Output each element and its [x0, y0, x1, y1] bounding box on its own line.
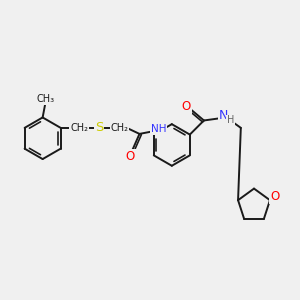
- Text: CH₂: CH₂: [70, 123, 88, 133]
- Text: S: S: [95, 122, 103, 134]
- Text: O: O: [182, 100, 191, 113]
- Text: CH₂: CH₂: [110, 123, 128, 133]
- Text: NH: NH: [151, 124, 166, 134]
- Text: O: O: [270, 190, 279, 203]
- Text: CH₃: CH₃: [36, 94, 54, 104]
- Text: O: O: [126, 150, 135, 163]
- Text: N: N: [219, 109, 228, 122]
- Text: H: H: [227, 116, 234, 125]
